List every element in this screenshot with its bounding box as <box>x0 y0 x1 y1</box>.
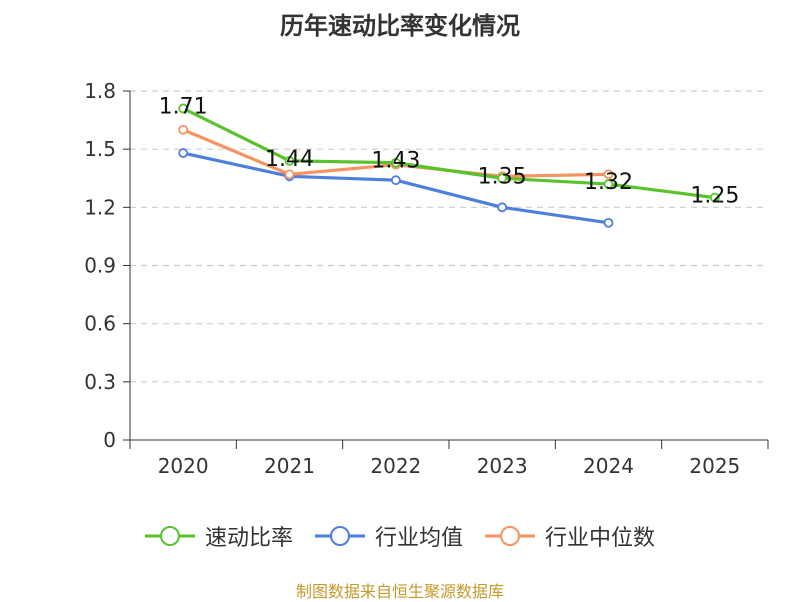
legend-item[interactable]: 行业中位数 <box>485 520 655 552</box>
y-tick-label: 0 <box>103 428 116 452</box>
chart-title: 历年速动比率变化情况 <box>280 12 520 40</box>
data-point <box>603 179 614 189</box>
legend-item[interactable]: 行业均值 <box>314 520 463 552</box>
data-label: 1.43 <box>371 149 420 174</box>
data-point <box>178 148 189 158</box>
data-point <box>603 217 614 228</box>
legend-label: 速动比率 <box>204 526 293 551</box>
data-label: 1.44 <box>265 147 314 172</box>
x-tick-label: 2023 <box>477 454 528 478</box>
data-point <box>178 103 189 114</box>
x-tick-label: 2022 <box>370 454 421 478</box>
x-tick-label: 2025 <box>689 454 740 478</box>
source-note: 制图数据来自恒生聚源数据库 <box>295 582 504 601</box>
data-point <box>390 157 401 168</box>
data-point <box>603 169 614 180</box>
legend-label: 行业中位数 <box>545 526 656 551</box>
legend-item[interactable]: 速动比率 <box>144 520 293 552</box>
x-tick-label: 2020 <box>158 454 209 478</box>
y-tick-label: 1.2 <box>84 195 116 219</box>
data-point <box>284 169 295 180</box>
data-point <box>390 175 401 186</box>
y-tick-label: 0.6 <box>84 312 116 336</box>
data-label: 1.71 <box>159 94 208 119</box>
data-point <box>709 192 720 203</box>
data-label: 1.25 <box>690 184 739 209</box>
legend-marker-icon <box>144 526 195 546</box>
data-point <box>497 173 508 184</box>
legend-marker-icon <box>485 526 535 546</box>
y-tick-label: 1.5 <box>84 137 116 161</box>
y-tick-label: 0.3 <box>84 370 116 394</box>
y-tick-label: 1.8 <box>84 79 116 103</box>
data-label: 1.35 <box>478 164 527 189</box>
data-label: 1.32 <box>584 170 633 195</box>
legend: 速动比率 行业均值 行业中位数 <box>0 520 800 552</box>
series-line-0 <box>182 107 716 200</box>
legend-label: 行业均值 <box>374 526 463 551</box>
data-point <box>497 202 508 213</box>
y-tick-label: 0.9 <box>84 254 116 278</box>
x-tick-label: 2021 <box>264 454 315 478</box>
data-point <box>178 124 189 135</box>
legend-marker-icon <box>314 526 365 546</box>
data-point <box>284 155 295 166</box>
x-tick-label: 2024 <box>583 454 634 478</box>
